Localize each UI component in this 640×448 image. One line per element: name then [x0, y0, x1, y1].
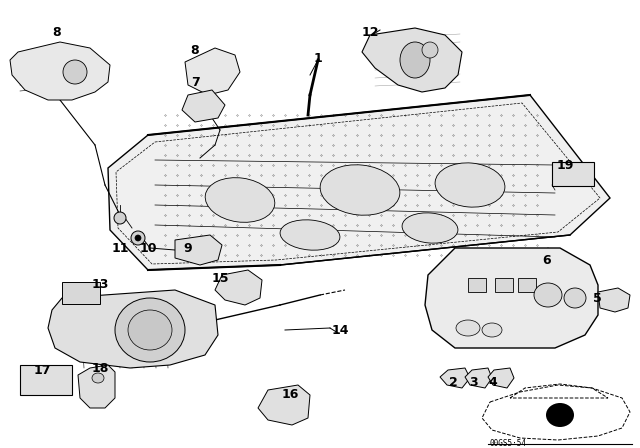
Text: 18: 18 [92, 362, 109, 375]
Ellipse shape [482, 323, 502, 337]
Text: 11: 11 [111, 241, 129, 254]
Bar [62, 282, 100, 304]
Bar [552, 162, 594, 186]
Text: 17: 17 [33, 363, 51, 376]
Ellipse shape [131, 231, 145, 245]
Ellipse shape [534, 283, 562, 307]
Text: 5: 5 [593, 292, 602, 305]
Ellipse shape [135, 235, 141, 241]
Polygon shape [362, 28, 462, 92]
Text: 4: 4 [488, 375, 497, 388]
Polygon shape [440, 368, 470, 388]
Polygon shape [48, 290, 218, 368]
Bar [495, 278, 513, 292]
Ellipse shape [422, 42, 438, 58]
Text: 8: 8 [52, 26, 61, 39]
Polygon shape [78, 365, 115, 408]
Ellipse shape [280, 220, 340, 250]
Text: 14: 14 [332, 323, 349, 336]
Text: 13: 13 [92, 279, 109, 292]
Polygon shape [258, 385, 310, 425]
Ellipse shape [546, 403, 574, 427]
Ellipse shape [402, 213, 458, 243]
Text: 1: 1 [314, 52, 323, 65]
Polygon shape [175, 235, 222, 265]
Text: 9: 9 [184, 241, 192, 254]
Text: 7: 7 [191, 76, 200, 89]
Text: 3: 3 [468, 375, 477, 388]
Ellipse shape [128, 310, 172, 350]
Text: 16: 16 [282, 388, 299, 401]
Ellipse shape [115, 298, 185, 362]
Polygon shape [488, 368, 514, 388]
Polygon shape [182, 90, 225, 122]
Polygon shape [108, 95, 610, 270]
Polygon shape [215, 270, 262, 305]
Ellipse shape [320, 165, 400, 215]
Ellipse shape [435, 163, 505, 207]
Ellipse shape [114, 212, 126, 224]
Polygon shape [465, 368, 492, 388]
Text: 15: 15 [211, 271, 228, 284]
Ellipse shape [564, 288, 586, 308]
Text: 2: 2 [449, 375, 458, 388]
Bar [468, 278, 486, 292]
Text: 10: 10 [140, 241, 157, 254]
Bar [518, 278, 536, 292]
Text: 12: 12 [361, 26, 379, 39]
Ellipse shape [63, 60, 87, 84]
Ellipse shape [92, 373, 104, 383]
Text: 6: 6 [543, 254, 551, 267]
Polygon shape [425, 248, 598, 348]
Text: 00GS5·54: 00GS5·54 [490, 439, 527, 448]
Polygon shape [598, 288, 630, 312]
Bar [20, 365, 72, 395]
Text: 19: 19 [556, 159, 573, 172]
Ellipse shape [456, 320, 480, 336]
Polygon shape [10, 42, 110, 100]
Text: 8: 8 [191, 43, 199, 56]
Ellipse shape [400, 42, 430, 78]
Polygon shape [185, 48, 240, 95]
Ellipse shape [205, 178, 275, 222]
